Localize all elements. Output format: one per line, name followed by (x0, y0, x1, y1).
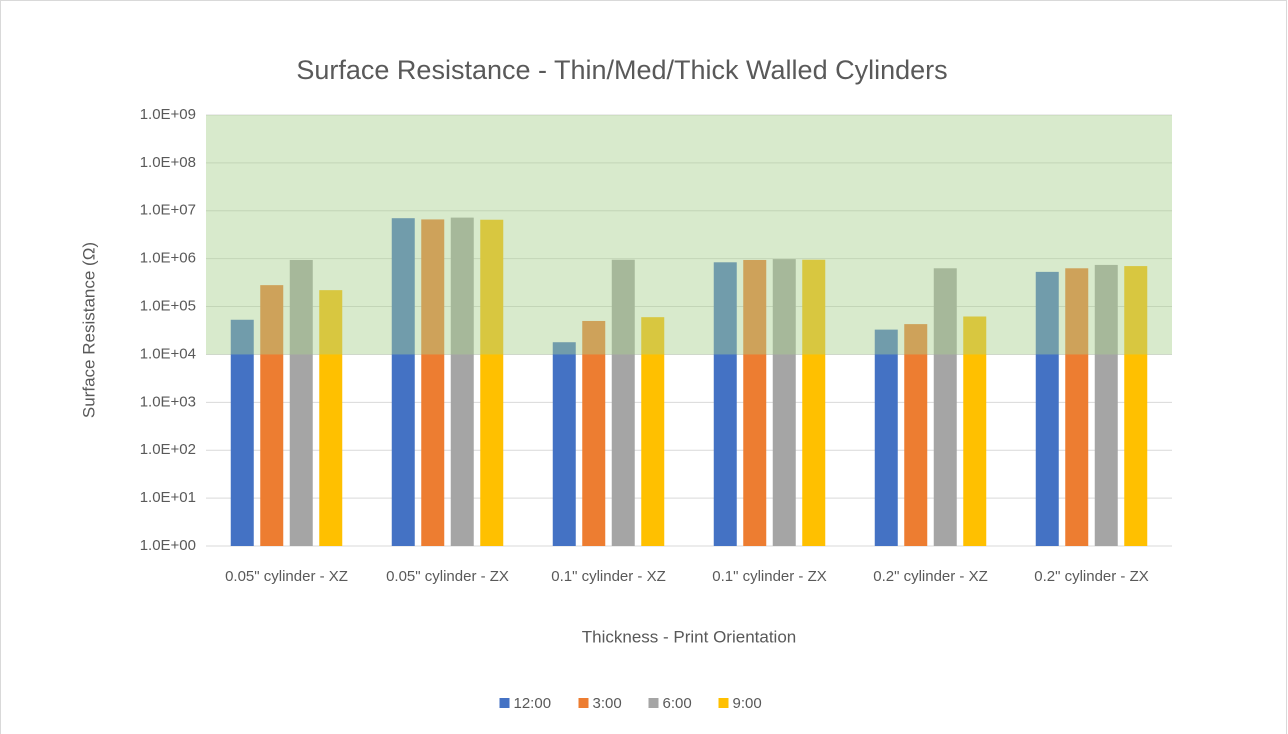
x-tick-label: 0.1" cylinder - XZ (551, 568, 666, 585)
legend-label: 6:00 (663, 695, 692, 712)
bar (1124, 266, 1148, 546)
bar (713, 262, 737, 546)
y-tick-label: 1.0E+00 (140, 537, 196, 554)
shaded-range (206, 115, 1172, 355)
y-tick-label: 1.0E+02 (140, 441, 196, 458)
bar (874, 329, 898, 546)
x-tick-label: 0.2" cylinder - XZ (873, 568, 988, 585)
x-tick-label: 0.05" cylinder - XZ (225, 568, 348, 585)
x-tick-label: 0.2" cylinder - ZX (1034, 568, 1149, 585)
bar (743, 259, 767, 546)
y-tick-label: 1.0E+03 (140, 393, 196, 410)
bar (289, 259, 313, 546)
y-tick-label: 1.0E+07 (140, 202, 196, 219)
bar (641, 317, 665, 546)
bar (552, 342, 576, 546)
bar (1094, 264, 1118, 546)
bar (1065, 268, 1089, 546)
legend-swatch (718, 698, 729, 708)
y-tick-label: 1.0E+08 (140, 154, 196, 171)
y-tick-label: 1.0E+06 (140, 250, 196, 267)
chart-title: Surface Resistance - Thin/Med/Thick Wall… (296, 55, 947, 85)
bar (802, 259, 826, 546)
y-tick-label: 1.0E+09 (140, 106, 196, 123)
y-tick-label: 1.0E+01 (140, 489, 196, 506)
bar (904, 324, 928, 546)
bar (772, 259, 796, 546)
x-tick-label: 0.05" cylinder - ZX (386, 568, 509, 585)
bar (611, 259, 635, 546)
x-tick-label: 0.1" cylinder - ZX (712, 568, 827, 585)
bar (450, 217, 474, 546)
bar (582, 320, 606, 546)
bar (230, 319, 254, 546)
legend-label: 9:00 (733, 695, 762, 712)
bar (391, 218, 415, 546)
y-tick-label: 1.0E+04 (140, 345, 196, 362)
legend-swatch (578, 698, 589, 708)
bar (421, 219, 445, 546)
bar (480, 219, 504, 546)
legend-label: 3:00 (593, 695, 622, 712)
y-axis-title: Surface Resistance (Ω) (79, 242, 98, 418)
bar (933, 268, 957, 546)
y-tick-label: 1.0E+05 (140, 298, 196, 315)
legend-swatch (648, 698, 659, 708)
legend-label: 12:00 (514, 695, 552, 712)
bar (260, 285, 284, 546)
bar (319, 290, 343, 546)
bar (1035, 271, 1059, 546)
x-axis-title: Thickness - Print Orientation (582, 627, 796, 646)
bar (963, 316, 987, 546)
legend-swatch (499, 698, 510, 708)
